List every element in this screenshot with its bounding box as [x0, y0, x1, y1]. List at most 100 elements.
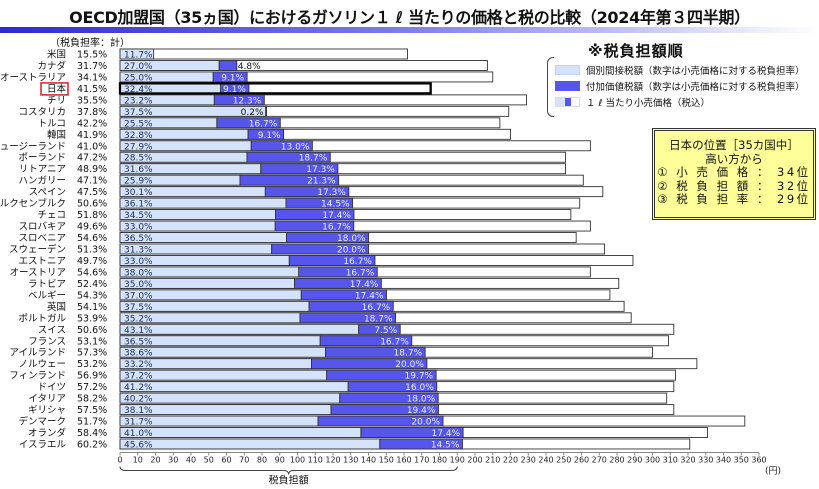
vat-bar — [247, 128, 285, 140]
indirect-tax-rate-label: 35.2% — [124, 314, 153, 324]
indirect-tax-rate-label: 31.6% — [124, 165, 153, 175]
vat-bar — [308, 300, 394, 312]
page-title: OECD加盟国（35ヵ国）におけるガソリン１ ℓ 当たりの価格と税の比較（202… — [69, 8, 750, 27]
country-label: フィンランド — [9, 371, 66, 382]
total-tax-rate: 49.7% — [77, 256, 107, 267]
vat-bar — [339, 392, 439, 404]
vat-bar — [218, 60, 238, 71]
indirect-tax-bar — [119, 381, 349, 393]
total-tax-rate: 50.6% — [77, 325, 107, 336]
x-tick-label: 190 — [450, 455, 465, 464]
x-tick-label: 90 — [275, 455, 285, 464]
japan-highlight-box — [40, 82, 69, 96]
x-tick-label: 20 — [150, 455, 160, 464]
indirect-tax-bar — [119, 323, 360, 335]
vat-rate-label: 9.1% — [258, 131, 281, 141]
country-label: スペイン — [29, 187, 66, 198]
vat-bar — [360, 427, 464, 438]
vat-bar — [213, 94, 265, 106]
total-tax-rate: 50.6% — [77, 199, 107, 210]
x-tick-label: 80 — [257, 455, 267, 464]
total-tax-rate: 54.6% — [77, 267, 107, 278]
vat-bar — [264, 186, 350, 198]
x-tick-label: 350 — [734, 455, 749, 464]
rank-tax-amount: ② 税 負 担 額 ： 32位 — [657, 178, 811, 193]
country-label: リトアニア — [19, 164, 66, 175]
x-tick-label: 170 — [414, 455, 429, 464]
total-tax-rate: 47.2% — [77, 153, 107, 164]
vat-bar — [286, 232, 370, 243]
country-label: ポーランド — [18, 153, 66, 164]
vat-rate-label: 20.0% — [411, 418, 440, 428]
country-label: スイス — [38, 325, 66, 336]
country-label: スロベニア — [18, 233, 66, 244]
indirect-tax-rate-label: 25.0% — [124, 73, 153, 83]
x-tick-label: 120 — [325, 455, 340, 464]
indirect-tax-rate-label: 36.5% — [124, 337, 153, 347]
country-label: チリ — [47, 95, 66, 106]
indirect-tax-rate-label: 38.6% — [124, 349, 153, 359]
legend-label: 付加価値税額（数字は小売価格に対する税負担率） — [586, 82, 805, 93]
indirect-tax-rate-label: 35.0% — [124, 280, 153, 290]
rank-tax-rate: ③ 税 負 担 率 ： 29位 — [657, 192, 811, 206]
vat-rate-label: 17.4% — [432, 429, 461, 439]
total-tax-rate: 57.3% — [77, 348, 107, 359]
vat-rate-label: 20.0% — [395, 360, 424, 370]
country-label: ポルトガル — [18, 313, 66, 324]
vat-bar — [246, 151, 331, 163]
total-tax-rate: 31.7% — [77, 61, 107, 72]
x-tick-label: 220 — [503, 455, 518, 464]
japan-ranking-box: 日本の位置［35カ国中］ 高い方から ① 小 売 価 格 ： 34位 ② 税 負… — [652, 128, 816, 220]
x-tick-label: 200 — [467, 455, 482, 464]
country-label: アイルランド — [9, 348, 66, 359]
total-tax-rate: 53.9% — [77, 313, 107, 324]
vat-rate-label: 21.3% — [307, 177, 336, 187]
country-label: オランダ — [28, 427, 67, 439]
x-tick-label: 0 — [117, 455, 122, 464]
indirect-tax-bar — [119, 438, 381, 450]
indirect-tax-rate-label: 30.1% — [124, 188, 153, 198]
indirect-tax-rate-label: 27.0% — [124, 62, 153, 72]
indirect-tax-bar — [119, 427, 362, 438]
x-tick-label: 160 — [396, 455, 411, 464]
total-tax-rate: 35.5% — [77, 95, 107, 106]
x-tick-label: 40 — [186, 455, 196, 464]
total-tax-rate: 53.2% — [77, 359, 107, 370]
x-tick-label: 320 — [680, 455, 695, 464]
x-tick-label: 260 — [574, 455, 589, 464]
total-tax-rate: 52.4% — [77, 279, 107, 290]
vat-rate-label: 0.2% — [241, 108, 264, 118]
country-label: ドイツ — [37, 382, 66, 393]
total-tax-rate: 15.5% — [77, 50, 107, 61]
total-tax-rate: 47.5% — [77, 187, 107, 198]
vat-rate-label: 16.7% — [343, 257, 372, 267]
x-tick-label: 300 — [645, 455, 660, 464]
vat-bar — [212, 71, 248, 83]
country-label: オーストリア — [9, 267, 66, 278]
indirect-tax-rate-label: 37.0% — [124, 291, 153, 301]
total-tax-rate: 54.3% — [77, 290, 107, 301]
country-label: コスタリカ — [18, 107, 66, 118]
country-label: エストニア — [18, 256, 66, 267]
x-tick-label: 50 — [204, 455, 214, 464]
vat-rate-label: 7.5% — [374, 326, 397, 336]
retail-price-swatch — [555, 97, 580, 107]
total-tax-rate: 54.6% — [77, 233, 107, 244]
vat-bar — [379, 438, 463, 450]
vat-rate-label: 18.7% — [299, 154, 328, 164]
country-label: カナダ — [37, 60, 66, 72]
x-tick-label: 180 — [432, 455, 447, 464]
country-label: ノルウェー — [18, 359, 66, 370]
vat-rate-label: 17.4% — [322, 211, 351, 221]
country-label: ラトビア — [28, 279, 66, 290]
x-tick-label: 110 — [308, 455, 323, 464]
x-unit-label: (円) — [765, 465, 781, 476]
indirect-tax-rate-label: 43.1% — [124, 326, 153, 336]
vat-bar — [285, 197, 354, 209]
vat-rate-label: 20.0% — [337, 245, 366, 255]
indirect-tax-rate-label: 28.5% — [124, 154, 153, 164]
vat-rate-label: 18.0% — [407, 395, 436, 405]
total-tax-rate: 57.2% — [77, 382, 107, 393]
vat-rate-label: 17.3% — [306, 165, 335, 175]
vat-rate-label: 17.3% — [317, 188, 346, 198]
